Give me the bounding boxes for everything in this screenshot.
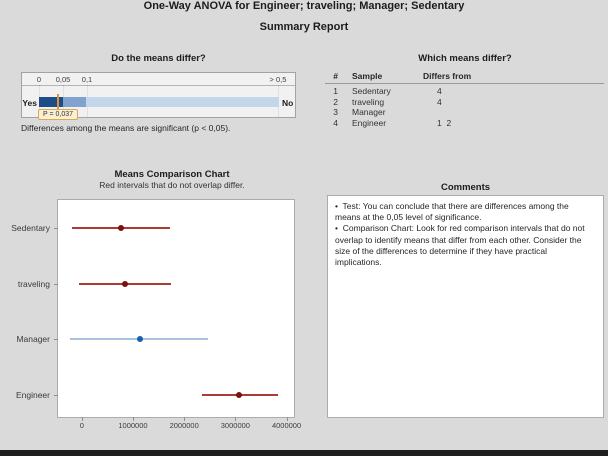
col-header-num: # (333, 71, 338, 81)
comparison-chart-subtitle: Red intervals that do not overlap differ… (99, 180, 245, 190)
plot-area: 0 1000000 2000000 3000000 4000000 Sedentary tr… (11, 199, 301, 430)
table-row-num: 1 (333, 86, 338, 96)
mean-marker-engineer (236, 392, 243, 399)
scale-label-01: 0,1 (81, 75, 93, 84)
x-axis-tick (184, 417, 186, 421)
mean-marker-manager (136, 336, 143, 343)
category-label-manager: Manager (16, 334, 50, 345)
table-header-rule (325, 83, 604, 84)
x-axis-tick (235, 417, 237, 421)
segment-not-significant (86, 97, 279, 107)
comment-bullet: • Comparison Chart: Look for red compari… (335, 223, 585, 268)
table-row-differs: 1 2 (437, 117, 452, 128)
pvalue-scale-panel: 0 0,05 0,1 > 0,5 Yes No P = 0,037 (21, 72, 296, 120)
segment-significant (39, 97, 63, 107)
scale-label-0: 0 (36, 75, 42, 84)
comments-title: Comments (440, 182, 491, 193)
report-title: One-Way ANOVA for Engineer; traveling; M… (143, 0, 465, 12)
table-row-differs: 4 (437, 86, 442, 96)
comment-bullet: • Test: You can conclude that there are … (335, 201, 569, 223)
pvalue-label: P = 0,037 (38, 109, 78, 120)
x-axis-tick-label: 1000000 (118, 421, 148, 430)
mean-marker-traveling (122, 280, 129, 287)
col-header-sample: Sample (352, 71, 383, 81)
no-label: No (282, 98, 294, 108)
scale-label-005: 0,05 (55, 75, 71, 84)
segment-marginal (63, 97, 86, 107)
which-means-differ-title: Which means differ? (418, 53, 512, 64)
yes-label: Yes (22, 98, 37, 108)
table-row-num: 4 (333, 117, 338, 128)
table-row-sample: traveling (352, 96, 385, 107)
category-label-engineer: Engineer (15, 390, 50, 401)
comparison-chart-title: Means Comparison Chart (114, 169, 230, 180)
y-axis-tick (54, 339, 58, 341)
y-axis-tick (54, 283, 58, 285)
table-row-sample: Manager (352, 107, 386, 117)
y-axis-tick (54, 395, 58, 397)
col-header-differs: Differs from (423, 71, 472, 81)
comments-panel: • Test: You can conclude that there are … (327, 195, 604, 418)
window-bottom-strip (0, 450, 608, 456)
table-row-num: 3 (333, 107, 338, 117)
table-row-num: 2 (333, 96, 338, 107)
x-axis-tick-label: 0 (79, 421, 84, 430)
pvalue-panel-title: Do the means differ? (111, 53, 206, 64)
scale-separator-line (22, 85, 295, 86)
x-axis-tick-label: 2000000 (169, 421, 199, 430)
report-subtitle: Summary Report (259, 21, 349, 33)
table-row-differs: 4 (437, 96, 442, 107)
x-axis-tick-label: 4000000 (271, 421, 302, 430)
pvalue-marker (56, 94, 59, 110)
x-axis-tick (286, 417, 288, 421)
mean-marker-sedentary (117, 225, 124, 231)
y-axis-tick (54, 228, 58, 229)
category-label-sedentary: Sedentary (11, 223, 50, 233)
category-label-traveling: traveling (17, 278, 50, 289)
x-axis-tick-label: 3000000 (220, 421, 250, 430)
scale-label-gt05: > 0,5 (269, 75, 287, 84)
table-row-sample: Engineer (352, 117, 387, 128)
pvalue-bar (39, 97, 279, 107)
x-axis-tick (81, 417, 83, 421)
significance-caption: Differences among the means are signific… (21, 123, 231, 133)
table-row-sample: Sedentary (352, 86, 391, 96)
x-axis-tick (132, 417, 134, 421)
comments-text: • Test: You can conclude that there are … (335, 201, 594, 268)
